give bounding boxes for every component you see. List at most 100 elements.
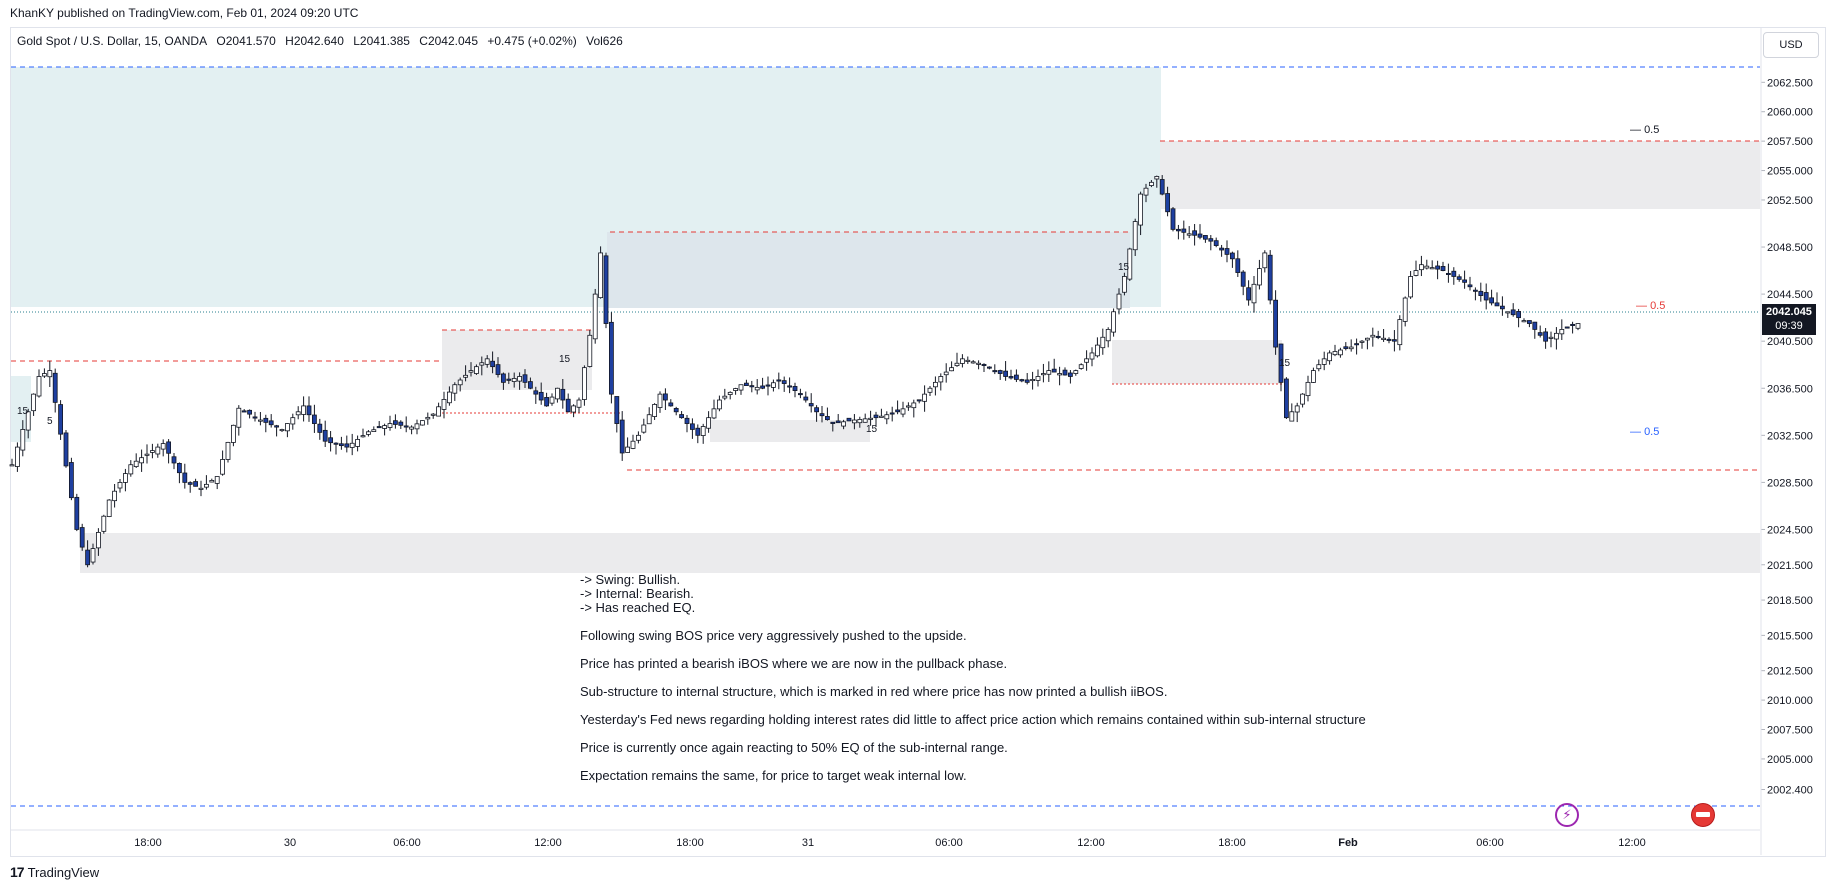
candle-body	[52, 372, 58, 403]
candle-body	[295, 411, 301, 416]
y-tick-label: 2032.500	[1767, 430, 1813, 442]
candle-body	[965, 359, 971, 362]
us-flag-icon[interactable]	[1691, 803, 1715, 827]
candle-body	[1316, 364, 1322, 370]
candle-body	[349, 442, 355, 448]
candle-body	[1138, 193, 1143, 226]
candle-body	[1305, 381, 1311, 397]
candle-body	[484, 358, 490, 365]
candle-body	[933, 381, 938, 388]
candle-body	[636, 434, 641, 441]
candle-body	[1051, 368, 1057, 373]
candle-body	[684, 417, 690, 424]
candle-body	[592, 293, 598, 340]
candle-body	[1446, 272, 1451, 275]
candle-body	[1483, 292, 1489, 301]
candle-body	[900, 408, 906, 415]
candle-body	[106, 499, 112, 517]
candle-body	[825, 416, 830, 421]
x-tick-label: 06:00	[393, 837, 421, 849]
candle-body	[1246, 287, 1251, 301]
candle-body	[479, 362, 485, 366]
candle-body	[1240, 271, 1246, 287]
y-tick-label: 2052.500	[1767, 195, 1813, 207]
x-tick-label: 18:00	[1218, 837, 1246, 849]
candle-body	[1375, 335, 1381, 338]
candle-body	[1062, 369, 1068, 376]
candle-body	[517, 376, 522, 382]
candle-body	[846, 417, 852, 422]
candle-body	[419, 420, 425, 426]
candle-body	[193, 481, 199, 487]
candle-body	[328, 437, 334, 444]
internal-zone	[607, 232, 1130, 308]
candle-body	[695, 427, 701, 436]
candle-body	[506, 378, 512, 381]
candle-body	[997, 370, 1003, 374]
candle-body	[646, 414, 652, 425]
candle-body	[1149, 181, 1154, 186]
candle-body	[533, 390, 539, 395]
candle-body	[117, 481, 123, 489]
y-tick-label: 2005.000	[1767, 754, 1813, 766]
candle-body	[987, 366, 992, 369]
candle-body	[344, 443, 350, 448]
candle-body	[657, 393, 663, 408]
candle-body	[1030, 379, 1035, 382]
candle-body	[1516, 311, 1521, 319]
candle-body	[1338, 349, 1343, 356]
candle-body	[1170, 208, 1176, 230]
note-paragraph: Price has printed a bearish iBOS where w…	[580, 656, 1008, 671]
candle-body	[333, 442, 339, 445]
candle-body	[922, 393, 927, 402]
candle-body	[42, 373, 47, 377]
candle-body	[398, 421, 404, 426]
candle-body	[1397, 319, 1403, 346]
candle-body	[614, 396, 620, 424]
tradingview-brand[interactable]: 17 TradingView	[10, 864, 99, 880]
candle-body	[220, 459, 226, 475]
candle-body	[1089, 352, 1095, 360]
change-value: +0.475 (+0.02%)	[487, 34, 577, 48]
x-tick-label: 31	[802, 837, 814, 849]
candle-body	[441, 399, 447, 410]
note-line: -> Internal: Bearish.	[580, 586, 694, 601]
candle-body	[123, 473, 128, 483]
candle-body	[906, 405, 911, 408]
candle-body	[1057, 373, 1062, 376]
y-tick-label: 2015.500	[1767, 630, 1813, 642]
candle-body	[528, 381, 533, 389]
candle-body	[587, 334, 593, 367]
candle-body	[311, 414, 317, 424]
y-tick-label: 2012.500	[1767, 666, 1813, 678]
candle-body	[522, 374, 528, 383]
y-tick-label: 2010.000	[1767, 695, 1813, 707]
zone-right-small	[1112, 340, 1282, 384]
candle-body	[1132, 221, 1138, 251]
candle-body	[792, 386, 798, 392]
candle-body	[31, 393, 37, 412]
candle-body	[128, 464, 134, 475]
candle-body	[981, 363, 987, 366]
candle-body	[1408, 276, 1413, 298]
candle-body	[619, 419, 625, 454]
candle-body	[1473, 289, 1478, 292]
x-tick-label: 12:00	[1618, 837, 1646, 849]
candle-body	[954, 362, 960, 367]
candle-body	[1478, 290, 1484, 296]
candle-body	[841, 421, 846, 427]
candle-body	[1267, 254, 1273, 301]
candle-body	[976, 362, 981, 365]
y-tick-label: 2036.500	[1767, 383, 1813, 395]
publisher-line: KhanKY published on TradingView.com, Feb…	[10, 6, 359, 20]
symbol-title[interactable]: Gold Spot / U.S. Dollar, 15, OANDA	[17, 34, 208, 48]
currency-button[interactable]: USD	[1763, 32, 1819, 58]
x-tick-label: 18:00	[134, 837, 162, 849]
candle-body	[284, 423, 290, 432]
candle-body	[1429, 267, 1435, 270]
lightning-icon[interactable]: ⚡	[1555, 803, 1579, 827]
open-value: O2041.570	[216, 34, 276, 48]
candle-body	[1116, 293, 1122, 310]
candle-body	[582, 367, 587, 400]
